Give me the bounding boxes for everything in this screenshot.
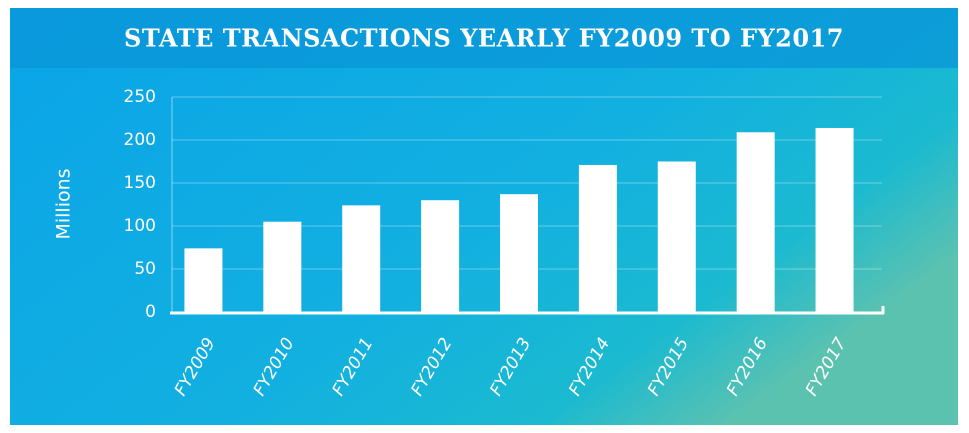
bar — [500, 194, 538, 312]
title-band — [10, 8, 958, 68]
y-tick-label: 150 — [124, 173, 156, 193]
bar — [815, 127, 854, 313]
bar — [342, 205, 381, 312]
bar — [578, 164, 617, 312]
bar — [184, 248, 223, 312]
bar — [421, 200, 460, 312]
chart-title: STATE TRANSACTIONS YEARLY FY2009 TO FY20… — [124, 24, 844, 53]
bar — [263, 221, 302, 312]
y-tick-label: 250 — [124, 87, 156, 107]
y-tick-label: 100 — [124, 216, 156, 236]
y-tick-label: 50 — [134, 259, 156, 279]
background — [10, 8, 958, 425]
y-tick-label: 200 — [124, 130, 156, 150]
bar — [736, 132, 775, 312]
y-axis-title: Millions — [53, 168, 75, 239]
bar — [657, 161, 696, 312]
y-tick-label: 0 — [145, 302, 156, 322]
